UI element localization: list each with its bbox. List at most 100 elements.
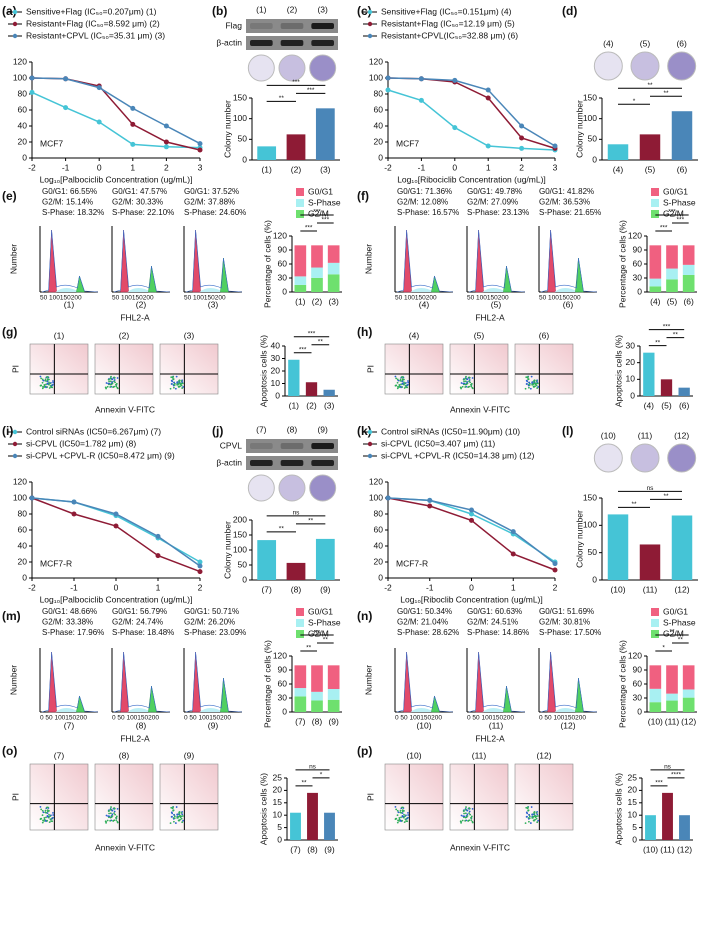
data-point xyxy=(197,563,203,569)
bar-segment xyxy=(666,665,678,694)
s-phase-area xyxy=(482,288,507,292)
dot xyxy=(530,375,533,378)
dot xyxy=(535,384,538,387)
x-tick-label: (3) xyxy=(320,164,331,174)
x-tick-label: 2 xyxy=(519,162,524,172)
dot xyxy=(462,382,465,385)
s-phase-area xyxy=(127,708,152,712)
series-line xyxy=(387,77,556,147)
dotplot-frame xyxy=(159,343,219,395)
dot xyxy=(403,813,405,816)
bar-segment xyxy=(327,262,340,275)
data-point xyxy=(510,551,516,557)
x-tick-label: (7) xyxy=(295,716,306,726)
dot xyxy=(114,381,117,384)
dot xyxy=(534,814,536,817)
significance-label: ns xyxy=(293,510,301,517)
data-point xyxy=(485,95,491,101)
legend-label: G2/M xyxy=(663,628,684,638)
legend-label: si-CPVL (IC50=1.782 μm) (8) xyxy=(26,438,136,448)
legend-label: G2/M xyxy=(308,208,329,218)
dot xyxy=(51,820,54,823)
dot xyxy=(105,814,108,817)
dot xyxy=(404,382,407,385)
dot xyxy=(527,806,529,809)
dot xyxy=(404,818,407,821)
dot xyxy=(395,808,398,811)
plate-label: (5) xyxy=(640,38,651,48)
x-tick-label: (5) xyxy=(645,164,656,174)
bar xyxy=(639,544,661,580)
y-axis-label: Colony number xyxy=(222,521,232,579)
dot xyxy=(529,387,532,390)
fit-outline xyxy=(396,651,454,713)
stat-text: S-Phase: 18.32% xyxy=(42,208,104,217)
dot xyxy=(470,817,473,819)
bar-segment xyxy=(294,688,307,697)
dot xyxy=(528,381,530,384)
dot xyxy=(178,379,181,382)
y-tick-label: 25 xyxy=(273,772,283,782)
y-tick-label: 20 xyxy=(374,556,384,566)
significance-label: ** xyxy=(306,645,312,652)
hist-tick-text: 0 50 100150200 xyxy=(184,715,231,722)
y-tick-label: 0 xyxy=(592,154,597,164)
y-axis-label: Percentage of cells (%) xyxy=(262,220,272,308)
bar-segment xyxy=(649,702,662,712)
data-point xyxy=(510,529,516,535)
y-tick-label: 60 xyxy=(18,104,28,114)
dot xyxy=(471,387,474,390)
stat-text: S-Phase: 21.65% xyxy=(539,208,601,217)
x-tick-label: 2 xyxy=(164,162,169,172)
panel-label: (g) xyxy=(2,325,17,339)
y-tick-label: 60 xyxy=(278,678,288,688)
dot xyxy=(460,387,462,390)
dot xyxy=(111,815,114,817)
y-tick-label: 40 xyxy=(374,120,384,130)
x-tick-label: (8) xyxy=(291,584,302,594)
legend-label: S-Phase xyxy=(308,197,341,207)
blot-band xyxy=(250,23,273,29)
panel-label: (f) xyxy=(357,189,369,203)
y-tick-label: 30 xyxy=(278,272,288,282)
panel-label: (m) xyxy=(2,609,21,623)
dot xyxy=(107,815,110,818)
dot xyxy=(465,816,468,819)
data-point xyxy=(519,123,525,129)
y-tick-label: 120 xyxy=(628,230,642,240)
dot xyxy=(525,376,528,379)
fit-outline xyxy=(41,229,99,293)
bar-segment xyxy=(311,277,323,292)
dot xyxy=(468,376,471,379)
dot xyxy=(525,806,528,809)
dot xyxy=(109,819,112,822)
y-tick-label: 25 xyxy=(628,772,638,782)
significance-label: * xyxy=(320,772,323,779)
significance-label: * xyxy=(662,645,665,652)
dot xyxy=(40,377,43,380)
y-axis-label: Colony number xyxy=(222,100,232,158)
sample-label: (8) xyxy=(136,720,147,730)
dot xyxy=(111,382,114,385)
dot xyxy=(401,812,404,815)
data-point xyxy=(418,97,424,103)
dot xyxy=(466,809,468,812)
dot xyxy=(42,811,45,814)
bar-segment xyxy=(682,697,695,712)
bar-segment xyxy=(649,245,662,279)
stat-text: S-Phase: 22.10% xyxy=(112,208,174,217)
sample-label: (1) xyxy=(64,299,75,309)
y-tick-label: 40 xyxy=(18,120,28,130)
data-point xyxy=(552,567,558,573)
x-tick-label: -1 xyxy=(62,162,70,172)
x-tick-label: 1 xyxy=(486,162,491,172)
x-axis-label: Annexin V-FITC xyxy=(95,404,155,414)
panel-label: (a) xyxy=(2,4,17,18)
x-tick-label: (1) xyxy=(289,400,300,410)
dot xyxy=(471,821,474,824)
dot xyxy=(462,815,465,818)
panel-label: (n) xyxy=(357,609,372,623)
legend-label: Sensitive+Flag (IC₅₀=0.207μm) (1) xyxy=(26,6,157,16)
stat-text: G0/G1: 41.82% xyxy=(539,187,594,196)
y-tick-label: 0 xyxy=(22,572,27,582)
